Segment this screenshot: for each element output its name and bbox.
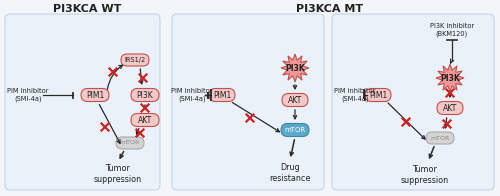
FancyBboxPatch shape — [209, 89, 235, 102]
Text: mTOR: mTOR — [120, 141, 140, 145]
Text: PI3KCA WT: PI3KCA WT — [53, 4, 121, 14]
FancyBboxPatch shape — [172, 14, 324, 190]
Text: PI3K inhibitor
(BKM120): PI3K inhibitor (BKM120) — [430, 23, 474, 37]
Polygon shape — [436, 64, 464, 92]
Text: PIM inhibitor
(SMI-4a): PIM inhibitor (SMI-4a) — [7, 88, 49, 102]
Text: PI3K: PI3K — [285, 64, 305, 73]
FancyBboxPatch shape — [426, 132, 454, 144]
Text: PI3K: PI3K — [440, 74, 460, 83]
Text: mTOR: mTOR — [430, 135, 450, 141]
FancyBboxPatch shape — [5, 14, 160, 190]
Text: AKT: AKT — [288, 95, 302, 104]
FancyBboxPatch shape — [131, 89, 159, 102]
FancyBboxPatch shape — [81, 89, 109, 102]
Text: AKT: AKT — [138, 115, 152, 124]
FancyBboxPatch shape — [282, 93, 308, 106]
Text: mTOR: mTOR — [284, 127, 306, 133]
Text: PI3KCA MT: PI3KCA MT — [296, 4, 364, 14]
Text: AKT: AKT — [443, 103, 457, 113]
FancyBboxPatch shape — [116, 137, 144, 149]
FancyBboxPatch shape — [365, 89, 391, 102]
Text: Drug
resistance: Drug resistance — [270, 163, 310, 183]
Polygon shape — [281, 54, 309, 82]
Text: PIM inhibitor
(SMI-4a): PIM inhibitor (SMI-4a) — [334, 88, 376, 102]
Text: IRS1/2: IRS1/2 — [124, 57, 146, 63]
Text: PI3K: PI3K — [136, 91, 154, 100]
FancyBboxPatch shape — [281, 123, 309, 136]
Text: Tumor
suppression: Tumor suppression — [94, 164, 142, 184]
Text: PIM inhibitor
(SMI-4a): PIM inhibitor (SMI-4a) — [171, 88, 213, 102]
FancyBboxPatch shape — [332, 14, 494, 190]
FancyBboxPatch shape — [131, 113, 159, 126]
Text: Tumor
suppression: Tumor suppression — [401, 165, 449, 185]
Text: PIM1: PIM1 — [213, 91, 231, 100]
Text: PIM1: PIM1 — [369, 91, 387, 100]
FancyBboxPatch shape — [437, 102, 463, 114]
Text: PIM1: PIM1 — [86, 91, 104, 100]
FancyBboxPatch shape — [121, 54, 149, 66]
